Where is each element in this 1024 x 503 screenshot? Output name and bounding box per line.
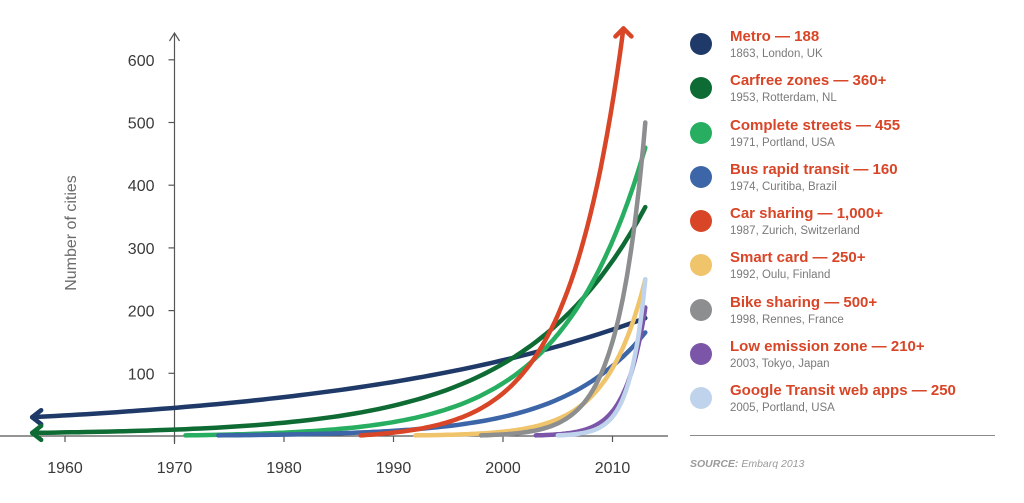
legend-item: Smart card — 250+ 1992, Oulu, Finland: [690, 249, 1010, 293]
chart-legend: Metro — 188 1863, London, UK Carfree zones…: [690, 28, 1010, 427]
legend-item: Complete streets — 455 1971, Portland, US…: [690, 117, 1010, 161]
legend-swatch: [690, 254, 712, 277]
legend-item: Car sharing — 1,000+ 1987, Zurich, Switze…: [690, 205, 1010, 249]
legend-item: Google Transit web apps — 250 2005, Portl…: [690, 382, 1010, 426]
legend-title: Metro — 188: [730, 28, 820, 45]
legend-swatch: [690, 387, 712, 410]
x-tick-label: 1980: [266, 460, 302, 477]
y-axis-arrowhead: [168, 31, 181, 42]
legend-origin: 1971, Portland, USA: [730, 136, 835, 149]
y-tick-label: 300: [128, 241, 155, 258]
series-line-carfree-zones: [29, 204, 648, 436]
legend-swatch: [690, 298, 712, 321]
legend-swatch: [690, 210, 712, 233]
legend-title: Bus rapid transit — 160: [730, 160, 898, 178]
y-tick-label: 100: [128, 366, 155, 383]
series-line-bike-sharing: [478, 120, 648, 438]
legend-title: Bike sharing — 500+: [730, 293, 878, 311]
legend-divider: [690, 435, 995, 436]
y-tick-label: 400: [128, 178, 155, 195]
legend-origin: 1998, Rennes, France: [730, 313, 844, 326]
legend-title: Smart card — 250+: [730, 249, 866, 267]
legend-origin: 2005, Portland, USA: [730, 402, 835, 415]
legend-origin: 1987, Zurich, Switzerland: [730, 225, 860, 238]
chart-axes: [0, 31, 668, 444]
legend-origin: 1863, London, UK: [730, 48, 823, 60]
series-arrowhead-metro: [29, 407, 44, 427]
source-note: SOURCE: Embarq 2013: [690, 458, 804, 470]
legend-swatch: [690, 33, 712, 55]
y-tick-label: 600: [128, 53, 155, 70]
legend-swatch: [690, 77, 712, 100]
series-line-car-sharing: [358, 26, 626, 438]
series-line-google-transit-web-apps: [555, 277, 648, 438]
series-line-smart-card: [413, 277, 648, 438]
chart-series-lines: [29, 26, 648, 443]
legend-title: Car sharing — 1,000+: [730, 205, 883, 223]
series-line-bus-rapid-transit: [216, 330, 648, 438]
series-arrowhead-carfree-zones: [29, 423, 44, 443]
legend-item: Metro — 188 1863, London, UK: [690, 28, 1010, 72]
legend-item: Bike sharing — 500+ 1998, Rennes, France: [690, 294, 1010, 338]
y-tick-label: 500: [128, 116, 155, 133]
y-tick-label: 200: [128, 304, 155, 321]
source-label: SOURCE:: [690, 458, 739, 470]
legend-item: Low emission zone — 210+ 2003, Tokyo, Jap…: [690, 338, 1010, 382]
legend-title: Complete streets — 455: [730, 116, 901, 134]
legend-swatch: [690, 121, 712, 144]
chart-tick-labels: 100 200 300 400 500 600 1960 1970 1980 1990 2000 20…: [47, 53, 630, 477]
x-tick-label: 1990: [376, 460, 412, 477]
legend-title: Carfree zones — 360+: [730, 72, 887, 90]
x-tick-label: 2000: [485, 460, 521, 477]
x-tick-label: 1970: [157, 460, 193, 477]
legend-swatch: [690, 343, 712, 366]
legend-swatch: [690, 165, 712, 188]
legend-origin: 1992, Oulu, Finland: [730, 269, 831, 282]
series-arrowhead-car-sharing: [613, 26, 634, 39]
x-tick-label: 1960: [47, 460, 83, 477]
source-text: Embarq 2013: [741, 458, 805, 470]
legend-title: Low emission zone — 210+: [730, 338, 925, 356]
y-axis-label: Number of cities: [63, 175, 80, 291]
legend-origin: 2003, Tokyo, Japan: [730, 358, 830, 371]
line-chart: 100 200 300 400 500 600 1960 1970 1980 1990 2000 20…: [0, 26, 668, 477]
legend-origin: 1953, Rotterdam, NL: [730, 92, 837, 105]
legend-origin: 1974, Curitiba, Brazil: [730, 180, 837, 193]
legend-item: Carfree zones — 360+ 1953, Rotterdam, NL: [690, 72, 1010, 116]
legend-title: Google Transit web apps — 250: [730, 382, 956, 400]
x-tick-label: 2010: [595, 460, 631, 477]
legend-item: Bus rapid transit — 160 1974, Curitiba, B…: [690, 161, 1010, 205]
